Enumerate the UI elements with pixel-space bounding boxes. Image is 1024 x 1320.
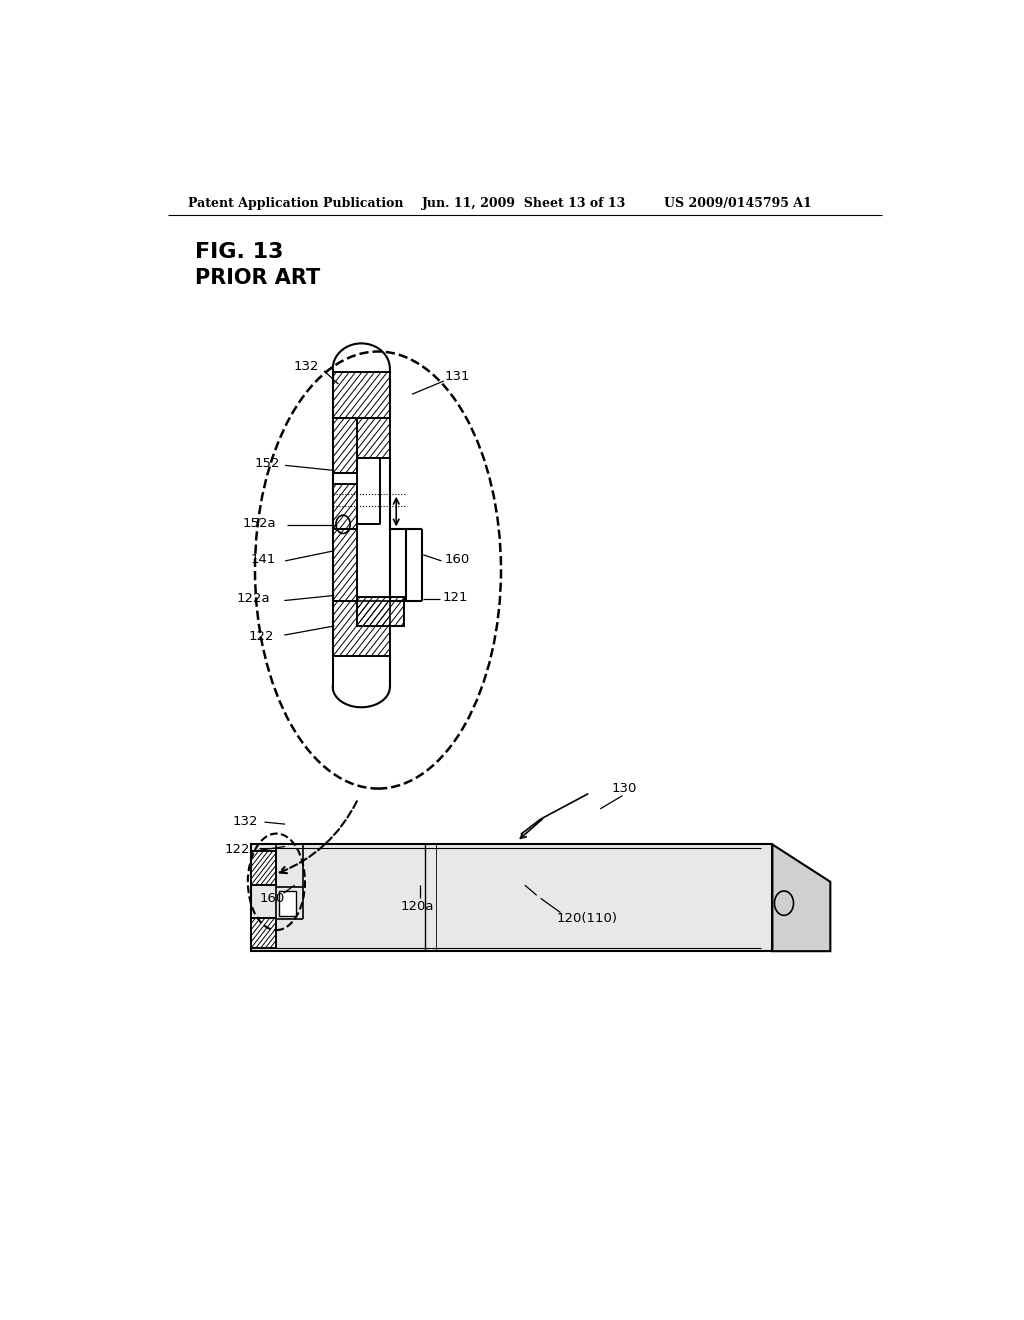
Polygon shape [772, 845, 830, 952]
Polygon shape [333, 372, 390, 417]
Bar [251, 845, 772, 952]
Bar [356, 458, 380, 524]
Polygon shape [333, 529, 356, 601]
Text: 122: 122 [249, 630, 274, 643]
Polygon shape [356, 417, 390, 458]
Text: 120a: 120a [401, 900, 434, 913]
Text: 131: 131 [444, 371, 470, 383]
Text: US 2009/0145795 A1: US 2009/0145795 A1 [664, 197, 811, 210]
Text: 122: 122 [224, 843, 250, 857]
Text: 132: 132 [294, 360, 319, 374]
Text: Patent Application Publication: Patent Application Publication [187, 197, 403, 210]
Text: FIG. 13: FIG. 13 [196, 242, 284, 261]
Bar [279, 891, 296, 916]
Text: 141: 141 [250, 553, 275, 566]
Polygon shape [251, 851, 276, 884]
Text: 132: 132 [232, 814, 258, 828]
Polygon shape [333, 601, 390, 656]
Text: 121: 121 [443, 591, 469, 605]
Text: 130: 130 [611, 781, 637, 795]
Text: 122a: 122a [237, 591, 270, 605]
Polygon shape [251, 919, 276, 948]
Text: Jun. 11, 2009  Sheet 13 of 13: Jun. 11, 2009 Sheet 13 of 13 [422, 197, 626, 210]
Text: 160: 160 [260, 892, 285, 904]
Text: PRIOR ART: PRIOR ART [196, 268, 321, 288]
Polygon shape [333, 417, 356, 474]
Text: 152a: 152a [242, 517, 275, 529]
Polygon shape [333, 483, 356, 529]
Text: 152: 152 [254, 457, 280, 470]
Polygon shape [356, 598, 404, 626]
Text: 120(110): 120(110) [556, 912, 617, 925]
Text: 160: 160 [444, 553, 470, 566]
